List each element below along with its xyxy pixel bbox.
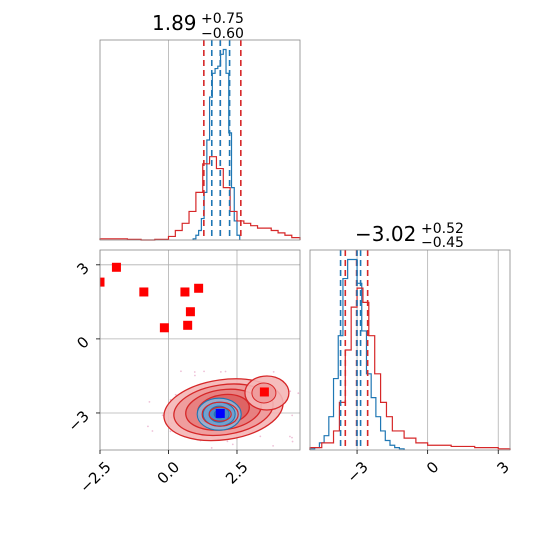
scatter-sample-point [193, 371, 196, 373]
hist-y-xtick-label-1: 0 [423, 458, 442, 477]
histogram-x-frame [99, 39, 301, 241]
histogram-y-title-minus: −0.45 [421, 235, 464, 251]
histogram-x-quantile-lines [203, 40, 242, 240]
scatter-sample-point [289, 390, 292, 393]
scatter-xtick-label-0: −2.5 [76, 458, 114, 496]
scatter-ytick-label-1: 0 [73, 333, 92, 352]
scatter-sample-point [147, 425, 149, 428]
scatter-sample-point [224, 370, 227, 373]
histogram-x-panel: 1.89 +0.75 −0.60 [99, 11, 301, 241]
scatter-sample-point [289, 435, 291, 438]
scatter-xy-contours [147, 370, 300, 466]
hist-y-xtick-label-2: 3 [494, 458, 513, 477]
scatter-sample-point [227, 462, 229, 464]
scatter-sample-point [230, 460, 232, 462]
hist-y-histogram-B [309, 287, 511, 450]
scatter-sample-point [148, 400, 151, 403]
red-marker-7 [159, 323, 169, 333]
histogram-x-title-minus: −0.60 [201, 26, 244, 42]
scatter-sample-point [219, 371, 222, 373]
scatter-sample-point [226, 440, 229, 443]
histogram-x-title: 1.89 [152, 11, 197, 35]
histogram-x-title-value: 1.89 [152, 11, 197, 35]
scatter-sample-point [151, 430, 154, 432]
scatter-sample-point [212, 457, 214, 459]
red-marker-1 [139, 287, 149, 297]
hist-y-xtick-label-0: −3 [343, 458, 371, 486]
histogram-y-ticks: −3 0 3 [343, 450, 513, 486]
scatter-ytick-label-2: 3 [73, 259, 92, 278]
hist-x-histogram-B [99, 156, 301, 241]
histogram-y-frame [309, 249, 511, 451]
scatter-xy-frame [99, 249, 301, 451]
scatter-sample-point [180, 370, 182, 373]
scatter-sample-point [291, 440, 294, 443]
scatter-sample-point [206, 457, 208, 459]
scatter-sample-point [210, 447, 213, 449]
hist-x-histogram-A [192, 48, 241, 240]
scatter-sample-point [272, 445, 274, 447]
histogram-y-quantile-lines [339, 250, 369, 450]
scatter-sample-point [291, 436, 293, 439]
scatter-sample-point [272, 370, 275, 373]
scatter-sample-point [194, 374, 196, 377]
scatter-sample-point [261, 459, 263, 461]
scatter-sample-point [297, 392, 300, 395]
scatter-xtick-label-2: 2.5 [222, 458, 252, 488]
blue-marker [215, 408, 225, 418]
scatter-xtick-label-1: 0.0 [154, 458, 184, 488]
scatter-sample-point [203, 370, 205, 373]
red-marker-3 [180, 287, 190, 297]
scatter-sample-point [212, 464, 214, 466]
scatter-sample-point [259, 435, 262, 438]
scatter-xy-panel: −2.5 0.0 2.5 −3 0 3 [64, 249, 301, 497]
scatter-xy-markers [100, 262, 269, 418]
contour-B-inner-1 [208, 406, 232, 422]
scatter-sample-point [161, 414, 164, 417]
scatter-sample-point [291, 414, 294, 417]
red-marker-4 [194, 283, 204, 293]
scatter-sample-point [169, 430, 172, 433]
red-marker-6 [183, 320, 193, 330]
scatter-ytick-label-0: −3 [64, 407, 92, 435]
histogram-y-grid [356, 250, 499, 450]
red-marker-5 [185, 307, 195, 317]
histogram-y-title-plus: +0.52 [421, 221, 464, 237]
scatter-sample-point [231, 443, 234, 446]
contour-B-inner-0 [201, 401, 239, 427]
scatter-sample-point [174, 393, 177, 396]
histogram-x-series [99, 48, 301, 241]
red-marker-2 [100, 277, 105, 287]
scatter-xy-ticks: −2.5 0.0 2.5 −3 0 3 [64, 259, 251, 497]
histogram-y-title-value: −3.02 [355, 222, 416, 246]
red-marker-0 [111, 262, 121, 272]
red-marker-8 [259, 387, 269, 397]
histogram-y-panel: −3 0 3 −3.02 +0.52 −0.45 [309, 221, 513, 486]
histogram-x-title-plus: +0.75 [201, 11, 244, 27]
